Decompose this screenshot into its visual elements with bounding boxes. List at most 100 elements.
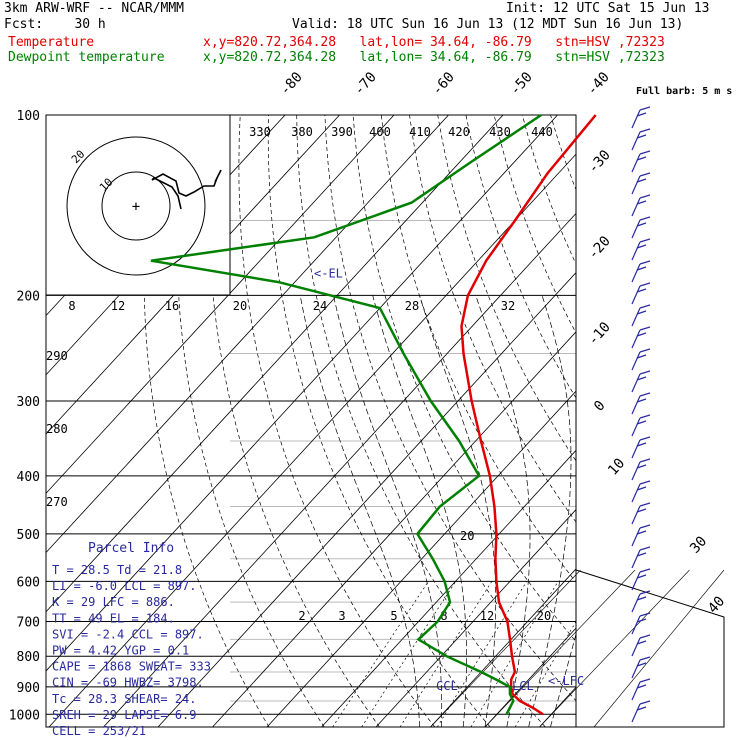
wind-barb-flag bbox=[636, 156, 647, 161]
dry-adiabat-line bbox=[267, 115, 491, 727]
isotherm-label: -60 bbox=[429, 69, 458, 99]
wind-barb-flag bbox=[639, 304, 651, 309]
wind-barb-staff bbox=[631, 659, 641, 679]
wind-barb-flag bbox=[636, 288, 647, 293]
wind-barb-flag bbox=[636, 486, 647, 491]
wind-speed-tick: 8 bbox=[68, 299, 75, 313]
isotherm-label: -50 bbox=[507, 69, 536, 99]
pressure-tick-label: 400 bbox=[17, 470, 40, 485]
pressure-tick-label: 1000 bbox=[9, 708, 40, 723]
moist-adiabat-line bbox=[528, 295, 572, 727]
isotherm-label: -70 bbox=[351, 69, 380, 99]
isotherm-label: -20 bbox=[585, 233, 614, 263]
wind-barb-flag bbox=[639, 370, 651, 375]
wind-barb-flag bbox=[639, 392, 651, 397]
mixing-ratio-label: 3 bbox=[338, 609, 345, 623]
isotherm-extension-line bbox=[539, 569, 690, 728]
dry-adiabat-line bbox=[437, 115, 576, 462]
hodograph-ring-20 bbox=[66, 136, 206, 276]
wind-barb-flag bbox=[639, 216, 651, 221]
wind-barb-flag bbox=[636, 222, 647, 227]
dry-adiabat-line bbox=[238, 115, 436, 727]
parcel-info-row: Tc = 28.3 SHEAR= 24. bbox=[52, 692, 197, 706]
lfc-marker: <-LFC bbox=[548, 674, 584, 688]
pressure-tick-label: 700 bbox=[17, 615, 40, 630]
mixing-ratio-line bbox=[399, 581, 493, 727]
wind-barb-staff bbox=[631, 505, 641, 525]
wind-speed-tick: 16 bbox=[165, 299, 179, 313]
wind-barb-flag bbox=[636, 310, 647, 315]
isotherm-label: -10 bbox=[585, 319, 614, 349]
wind-barb-staff bbox=[631, 549, 641, 569]
wind-barb-flag bbox=[639, 700, 651, 705]
parcel-info-row: CIN = -69 HWBZ= 3798. bbox=[52, 676, 204, 690]
isotherm-line bbox=[46, 115, 449, 554]
isotherm-line bbox=[46, 115, 558, 672]
isotherm-label: 20 bbox=[460, 529, 474, 543]
parcel-info-row: T = 28.5 Td = 21.8 bbox=[52, 563, 182, 577]
wind-barb-flag bbox=[639, 106, 651, 111]
model-title: 3km ARW-WRF -- NCAR/MMM bbox=[4, 1, 185, 16]
wind-barb-staff bbox=[631, 527, 641, 547]
wind-barb-flag bbox=[636, 574, 647, 579]
wind-speed-tick: 28 bbox=[405, 299, 419, 313]
wind-barb-staff bbox=[631, 703, 641, 723]
wind-barb-staff bbox=[631, 329, 641, 349]
isotherm-label: 40 bbox=[705, 593, 728, 616]
wind-barb-staff bbox=[631, 373, 641, 393]
theta-label: 380 bbox=[291, 125, 313, 139]
profile-line-dewpoint bbox=[150, 113, 542, 715]
ccl-marker: CCL bbox=[436, 679, 458, 693]
isotherm-extension-line bbox=[484, 569, 636, 728]
mixing-ratio-label: 12 bbox=[480, 609, 494, 623]
wind-barb-flag bbox=[636, 442, 647, 447]
theta-label: 410 bbox=[409, 125, 431, 139]
wind-barb-flag bbox=[639, 194, 651, 199]
wind-speed-tick: 32 bbox=[501, 299, 515, 313]
theta-label: 330 bbox=[249, 125, 271, 139]
wind-barb-staff bbox=[631, 395, 641, 415]
wind-barb-flag bbox=[639, 612, 651, 617]
hodograph-box bbox=[45, 114, 231, 296]
isotherm-extension-line bbox=[593, 569, 725, 728]
dry-adiabat-line bbox=[720, 115, 740, 727]
el-marker: <-EL bbox=[314, 267, 343, 281]
isotherm-line bbox=[157, 272, 576, 727]
wind-barb-flag bbox=[639, 634, 651, 639]
isotherm-label: -30 bbox=[585, 147, 614, 177]
mixing-ratio-label: 2 bbox=[298, 609, 305, 623]
wind-barb-flag bbox=[636, 684, 647, 689]
wind-barb-flag bbox=[639, 150, 651, 155]
hodograph-trace bbox=[151, 169, 222, 210]
moist-adiabat-line bbox=[419, 295, 497, 727]
wind-barb-flag bbox=[636, 178, 647, 183]
valid-time: Valid: 18 UTC Sun 16 Jun 13 (12 MDT Sun … bbox=[292, 17, 684, 32]
theta-label: 420 bbox=[448, 125, 470, 139]
wind-barb-flag bbox=[636, 112, 647, 117]
isotherm-line bbox=[46, 115, 504, 613]
wind-barb-flag bbox=[639, 480, 651, 485]
isotherm-line bbox=[430, 568, 576, 727]
dry-adiabat-line bbox=[409, 115, 576, 523]
wind-barb-flag bbox=[639, 260, 651, 265]
wind-barb-flag bbox=[636, 640, 647, 645]
wind-barb-staff bbox=[631, 637, 641, 657]
moist-adiabat-line bbox=[299, 295, 420, 727]
wind-barb-staff bbox=[631, 351, 641, 371]
wind-barb-staff bbox=[631, 131, 641, 151]
parcel-info-title: Parcel Info bbox=[88, 541, 174, 556]
wind-barb-flag bbox=[636, 596, 647, 601]
pressure-tick-label: 800 bbox=[17, 650, 40, 665]
wind-barb-staff bbox=[631, 461, 641, 481]
wind-barb-flag bbox=[636, 332, 647, 337]
isotherm-label: 0 bbox=[591, 398, 609, 415]
wind-barb-staff bbox=[631, 439, 641, 459]
dry-adiabat-line bbox=[521, 115, 576, 265]
dry-adiabat-line bbox=[176, 115, 325, 727]
isotherm-line bbox=[266, 390, 576, 727]
wind-barb-flag bbox=[639, 326, 651, 331]
wind-barb-flag bbox=[639, 172, 651, 177]
wind-barb-flag bbox=[639, 590, 651, 595]
isotherm-line bbox=[103, 212, 576, 727]
